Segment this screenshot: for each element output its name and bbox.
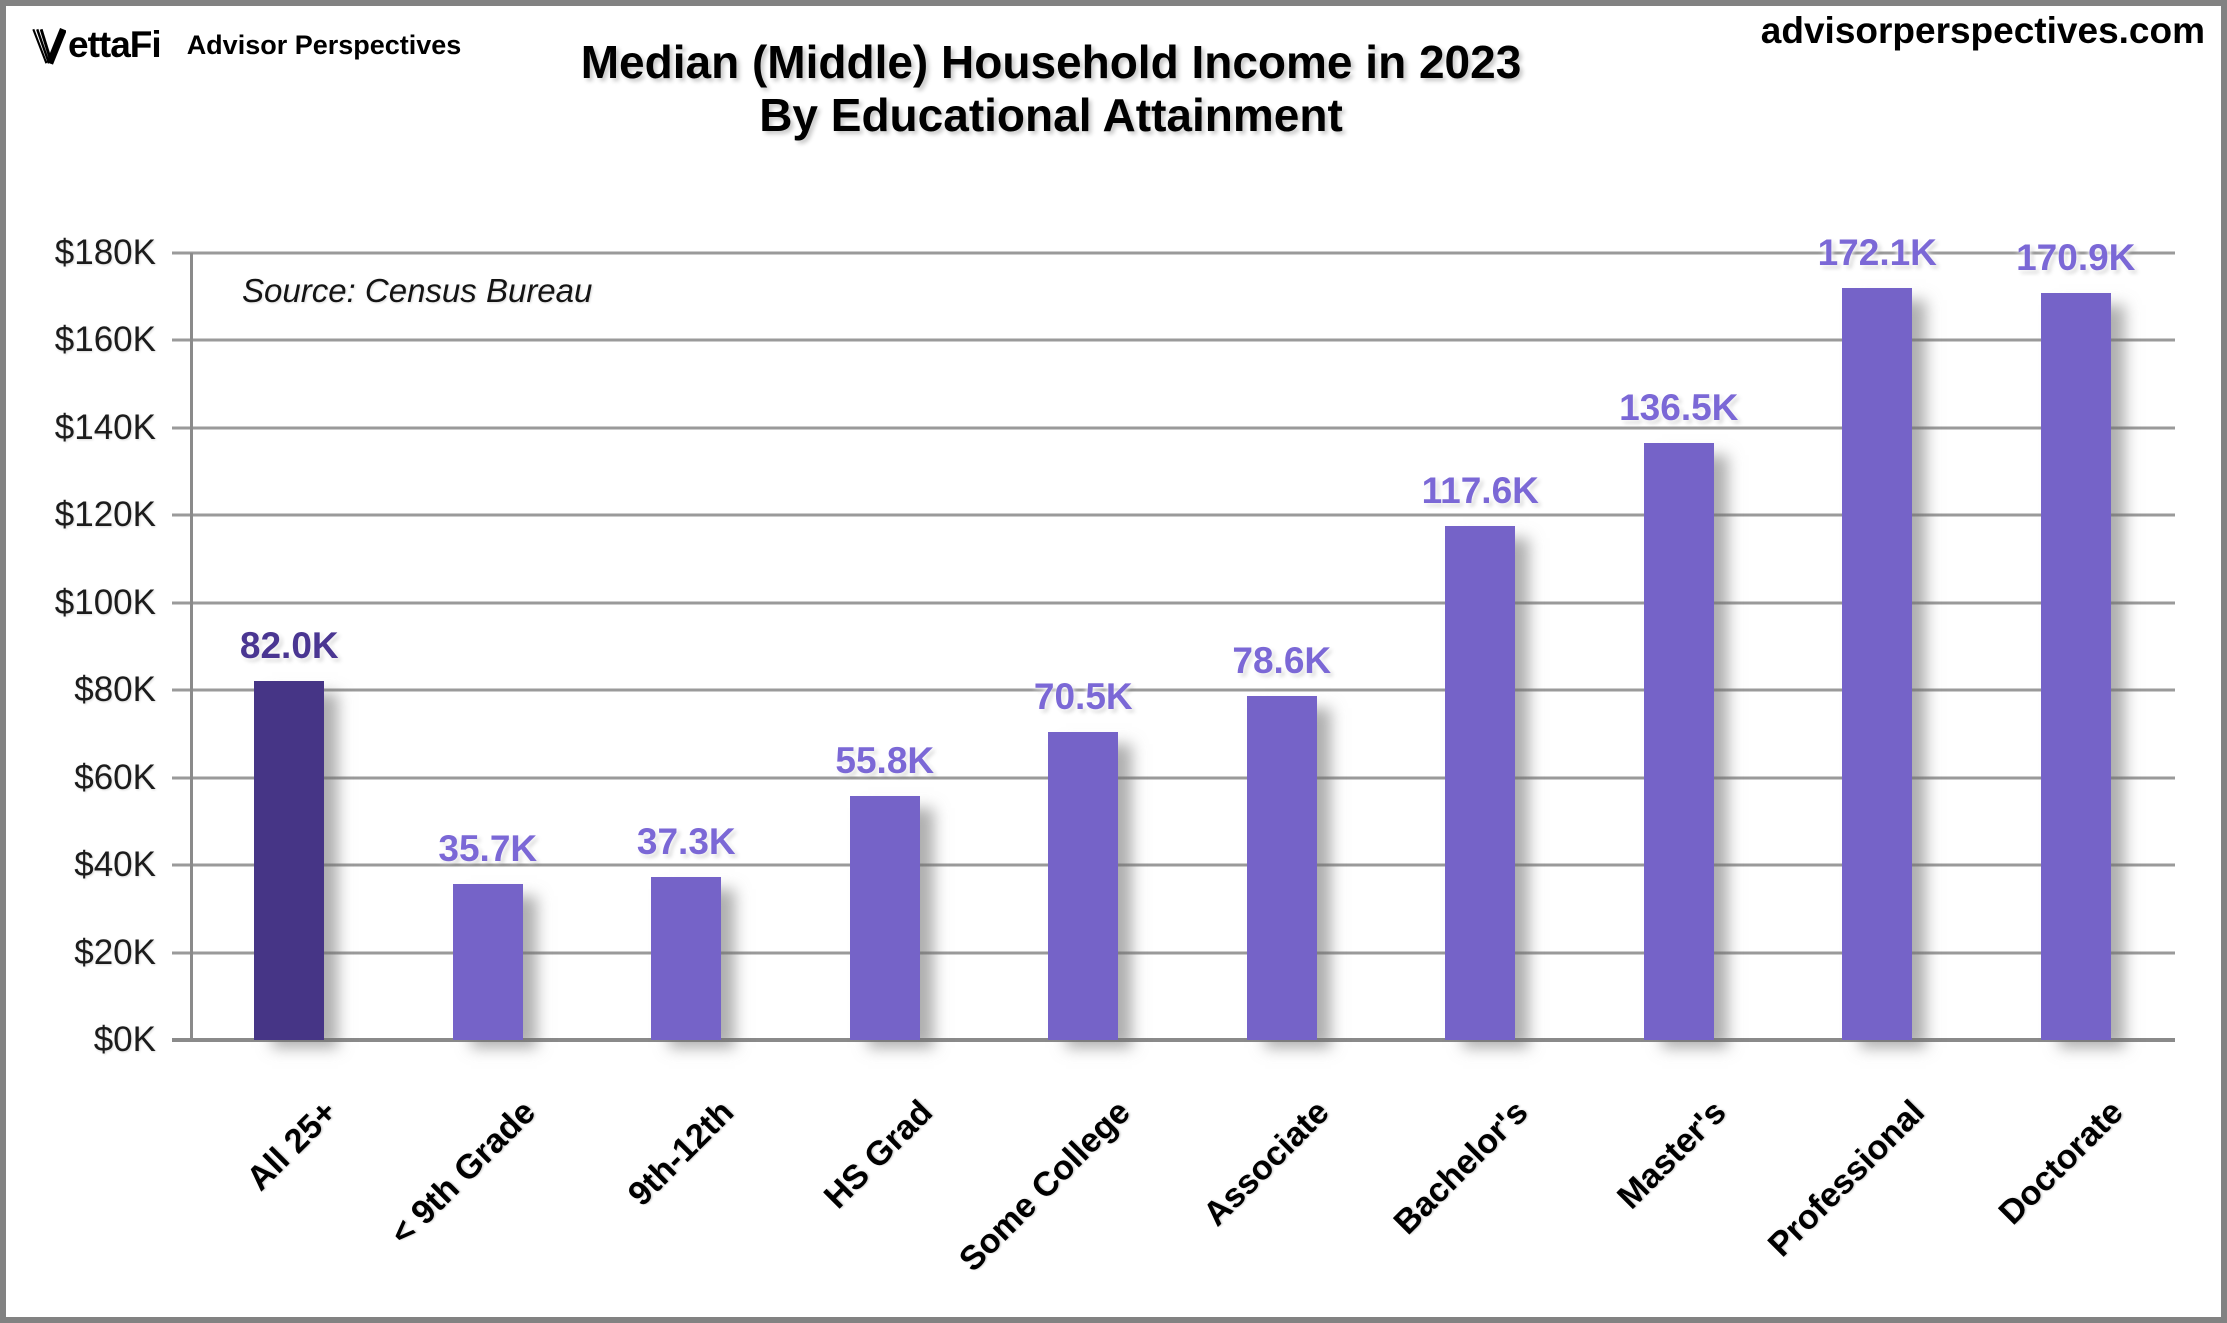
- bar-value-label: 82.0K: [239, 625, 339, 667]
- vettafi-logo: ettaFi: [32, 24, 162, 66]
- bar-Bachelor's: [1445, 525, 1516, 1040]
- bar-< 9th Grade: [452, 883, 523, 1040]
- gridline-$0K: [172, 1038, 2175, 1042]
- y-tick-label: $40K: [74, 845, 156, 885]
- x-axis-category-label: All 25+: [239, 1093, 345, 1199]
- bar-value-label: 78.6K: [1232, 640, 1332, 682]
- y-tick-label: $120K: [54, 495, 156, 535]
- chart-title: Median (Middle) Household Income in 2023…: [581, 36, 1522, 143]
- bar-slot: 37.3K 9th-12th: [587, 253, 786, 1213]
- source-note: Source: Census Bureau: [242, 272, 593, 309]
- bar-value-label: 37.3K: [636, 820, 736, 862]
- gridline-$120K: [172, 513, 2175, 517]
- bar-series: 82.0K All 25+ 35.7K < 9th Grade 37.3K 9th-12t…: [190, 232, 2176, 1279]
- y-tick-label: $160K: [54, 320, 156, 360]
- site-url: advisorperspectives.com: [1760, 10, 2205, 51]
- bar-slot: 170.9K Doctorate: [1977, 237, 2176, 1232]
- bar-value-label: 35.7K: [438, 827, 538, 869]
- y-tick-label: $20K: [74, 932, 156, 972]
- x-axis-category-label: Doctorate: [1991, 1093, 2131, 1233]
- x-axis-category-label: Bachelor's: [1386, 1093, 1536, 1242]
- bar-Doctorate: [2040, 292, 2111, 1040]
- bar-slot: 35.7K < 9th Grade: [383, 253, 588, 1253]
- gridline-$180K: [172, 251, 2175, 255]
- advisor-perspectives-label: Advisor Perspectives: [186, 29, 462, 60]
- gridline-$140K: [172, 426, 2175, 430]
- bar-slot: 136.5K Master's: [1580, 253, 1779, 1216]
- bar-value-label: 136.5K: [1619, 387, 1739, 429]
- bar-Master's: [1643, 443, 1714, 1040]
- y-tick-label: $140K: [54, 407, 156, 447]
- x-axis-category-label: Associate: [1196, 1093, 1337, 1234]
- y-tick-label: $80K: [74, 670, 156, 710]
- bar-Some College: [1048, 731, 1119, 1040]
- x-axis-category-label: < 9th Grade: [382, 1093, 543, 1253]
- gridline-$80K: [172, 688, 2175, 692]
- y-tick-label: $60K: [74, 757, 156, 797]
- bar-value-label: 55.8K: [835, 740, 935, 782]
- bar-value-label: 70.5K: [1033, 675, 1133, 717]
- gridline-$20K: [172, 951, 2175, 955]
- gridline-$100K: [172, 601, 2175, 605]
- bar-Associate: [1246, 696, 1317, 1040]
- bar-slot: 55.8K HS Grad: [786, 253, 985, 1216]
- bar-slot: 172.1K Professional: [1761, 232, 1977, 1265]
- bar-slot: 70.5K Some College: [952, 253, 1183, 1279]
- x-axis-category-label: Master's: [1610, 1093, 1734, 1217]
- chart-title-line1: Median (Middle) Household Income in 2023: [580, 36, 1522, 88]
- y-axis-line: [190, 253, 193, 1040]
- gridline-$160K: [172, 338, 2175, 342]
- bar-slot: 82.0K All 25+: [190, 253, 389, 1198]
- plot-area: $0K $20K $40K $60K $80K $100K $120K $140K $160K $…: [55, 232, 2176, 1279]
- gridline-$40K: [172, 863, 2175, 867]
- gridline-$60K: [172, 776, 2175, 780]
- bar-Professional: [1842, 287, 1913, 1040]
- x-axis-category-label: Some College: [952, 1093, 1139, 1279]
- bar-value-label: 117.6K: [1421, 469, 1539, 511]
- bar-slot: 78.6K Associate: [1183, 253, 1382, 1233]
- vettafi-v-icon: [32, 27, 66, 65]
- x-axis-category-label: Professional: [1760, 1093, 1933, 1265]
- bar-All 25+: [254, 681, 325, 1040]
- bar-HS Grad: [849, 796, 920, 1040]
- vettafi-wordmark: ettaFi: [68, 24, 162, 65]
- y-tick-label: $180K: [54, 233, 156, 272]
- bar-9th-12th: [651, 876, 722, 1040]
- bar-value-label: 170.9K: [2016, 236, 2136, 278]
- bar-value-label: 172.1K: [1817, 231, 1937, 273]
- x-axis-category-label: HS Grad: [816, 1093, 940, 1217]
- y-tick-label: $100K: [54, 582, 156, 622]
- y-tick-label: $0K: [93, 1020, 156, 1059]
- bar-slot: 117.6K Bachelor's: [1381, 253, 1580, 1242]
- chart-title-line2: By Educational Attainment: [759, 89, 1343, 142]
- publisher-logo: ettaFi Advisor Perspectives: [32, 24, 461, 66]
- x-axis-category-label: 9th-12th: [620, 1093, 742, 1214]
